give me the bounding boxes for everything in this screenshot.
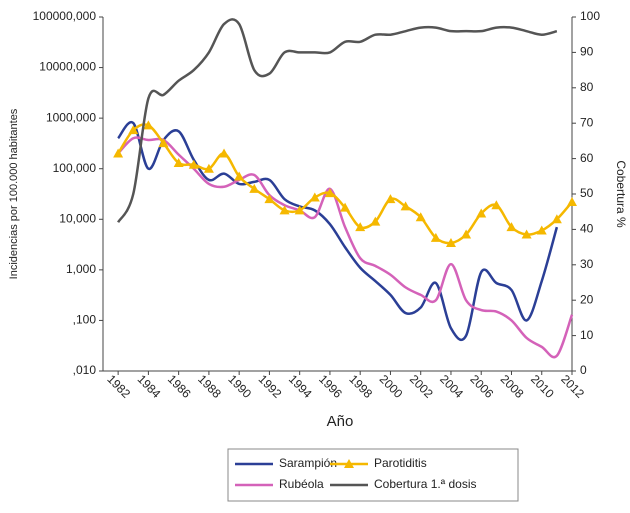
x-axis-title: Año [327, 413, 354, 430]
y-tick-label: 10000,000 [39, 60, 96, 74]
series-line [117, 120, 559, 341]
point-marker [203, 163, 214, 173]
y2-tick-label: 30 [580, 257, 594, 271]
point-marker [355, 222, 366, 232]
legend-marker [344, 459, 354, 468]
y-tick-label: 1,000 [66, 262, 96, 276]
x-tick-label: 2004 [437, 372, 466, 401]
y2-tick-label: 10 [580, 328, 594, 342]
y-tick-label: 1000,000 [46, 110, 96, 124]
point-marker [400, 201, 411, 211]
point-marker [567, 196, 577, 206]
y2-axis-title: Cobertura % [614, 160, 628, 228]
y-tick-label: 10,000 [59, 211, 96, 225]
x-tick-label: 1998 [346, 372, 375, 401]
point-marker [264, 194, 275, 204]
point-marker [143, 120, 154, 130]
point-marker [113, 148, 124, 158]
y-tick-label: ,100 [73, 313, 97, 327]
x-tick-label: 1982 [104, 372, 133, 401]
point-marker [385, 194, 396, 204]
x-tick-label: 1996 [316, 372, 345, 401]
y-axis-title: Incidencias por 100.000 habitantes [8, 108, 20, 279]
point-marker [476, 208, 487, 218]
y-tick-label: 100000,000 [33, 9, 97, 23]
x-tick-label: 2008 [498, 372, 527, 401]
point-marker [324, 188, 335, 198]
legend-label: Rubéola [279, 477, 324, 491]
y2-tick-label: 0 [580, 363, 587, 377]
x-tick-label: 2002 [407, 372, 436, 401]
series-line [117, 136, 574, 359]
point-marker [491, 200, 502, 210]
x-tick-label: 1990 [225, 372, 254, 401]
y2-tick-label: 40 [580, 222, 594, 236]
legend-box [227, 448, 519, 502]
y2-tick-label: 60 [580, 151, 594, 165]
point-marker [279, 205, 290, 215]
point-marker [370, 216, 381, 226]
y2-tick-label: 70 [580, 115, 594, 129]
y2-tick-label: 50 [580, 186, 594, 200]
x-tick-label: 2006 [467, 372, 496, 401]
x-tick-label: 1984 [135, 372, 164, 401]
point-marker [188, 159, 199, 169]
point-marker [309, 192, 320, 202]
point-marker [521, 229, 532, 239]
point-marker [249, 183, 260, 193]
point-marker [415, 212, 426, 222]
point-marker [294, 205, 305, 215]
legend-label: Sarampión [279, 456, 337, 470]
point-marker [234, 171, 245, 181]
point-marker [461, 229, 472, 239]
y2-tick-label: 80 [580, 80, 594, 94]
x-tick-label: 1988 [195, 372, 224, 401]
y2-tick-label: 20 [580, 292, 594, 306]
y-tick-label: 100,000 [53, 161, 97, 175]
x-tick-label: 1994 [286, 372, 315, 401]
point-marker [536, 225, 547, 235]
point-marker [219, 148, 230, 158]
point-marker [445, 237, 456, 247]
x-tick-label: 2000 [377, 372, 406, 401]
point-marker [340, 202, 351, 212]
y2-tick-label: 90 [580, 45, 594, 59]
x-tick-label: 2010 [528, 372, 557, 401]
y-tick-label: ,010 [73, 363, 97, 377]
point-marker [506, 222, 517, 232]
x-tick-label: 1992 [256, 372, 285, 401]
point-marker [551, 214, 562, 224]
point-marker [158, 138, 169, 148]
x-tick-label: 1986 [165, 372, 194, 401]
legend-label: Parotiditis [374, 456, 427, 470]
legend-label: Cobertura 1.ª dosis [374, 477, 477, 491]
point-marker [173, 157, 184, 167]
series-line [117, 18, 558, 224]
point-marker [430, 232, 441, 242]
point-marker [128, 125, 139, 135]
y2-tick-label: 100 [580, 9, 600, 23]
